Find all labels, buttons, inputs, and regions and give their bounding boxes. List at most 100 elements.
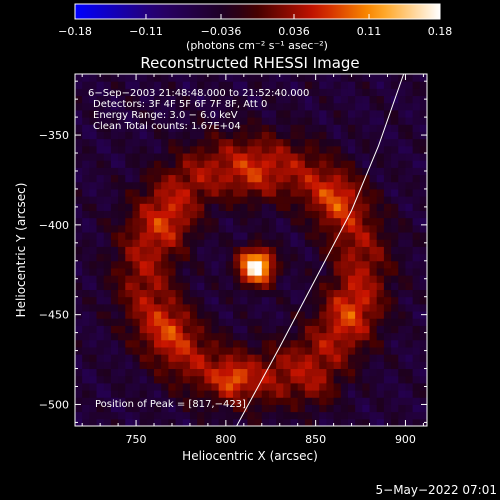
heatmap-cell: [312, 181, 320, 190]
heatmap-cell: [261, 397, 270, 405]
heatmap-cell: [268, 188, 277, 197]
heatmap-cell: [369, 188, 378, 197]
heatmap-cell: [240, 117, 248, 125]
heatmap-cell: [103, 289, 112, 298]
heatmap-cell: [268, 81, 277, 89]
heatmap-cell: [398, 368, 406, 377]
heatmap-cell: [297, 239, 306, 247]
heatmap-cell: [175, 81, 184, 89]
heatmap-cell: [247, 181, 256, 190]
heatmap-cell: [103, 303, 112, 312]
heatmap-cell: [161, 418, 169, 426]
heatmap-cell: [233, 196, 241, 204]
heatmap-cell: [82, 390, 90, 398]
heatmap-cell: [326, 289, 335, 298]
heatmap-cell: [118, 361, 126, 370]
heatmap-cell: [362, 210, 371, 219]
heatmap-cell: [96, 361, 105, 370]
heatmap-cell: [161, 303, 169, 312]
heatmap-cell: [312, 375, 320, 384]
heatmap-cell: [154, 232, 162, 240]
heatmap-cell: [383, 167, 392, 176]
heatmap-cell: [304, 145, 313, 154]
heatmap-cell: [146, 361, 155, 370]
heatmap-cell: [132, 131, 141, 140]
heatmap-cell: [204, 375, 212, 384]
heatmap-cell: [333, 224, 342, 233]
heatmap-cell: [211, 282, 220, 291]
heatmap-cell: [132, 217, 141, 226]
heatmap-cell: [103, 174, 112, 183]
heatmap-cell: [204, 188, 212, 197]
heatmap-cell: [96, 289, 105, 298]
heatmap-cell: [161, 375, 169, 384]
heatmap-cell: [110, 318, 119, 326]
heatmap-cell: [376, 224, 385, 233]
heatmap-cell: [333, 88, 342, 97]
heatmap-cell: [297, 196, 306, 204]
heatmap-cell: [82, 74, 90, 82]
heatmap-cell: [204, 382, 212, 391]
heatmap-cell: [132, 117, 141, 125]
heatmap-cell: [376, 382, 385, 391]
heatmap-cell: [125, 325, 133, 334]
heatmap-cell: [247, 117, 256, 125]
heatmap-cell: [240, 196, 248, 204]
heatmap-cell: [412, 109, 421, 118]
heatmap-cell: [355, 346, 363, 355]
heatmap-cell: [132, 109, 141, 118]
heatmap-cell: [110, 361, 119, 370]
heatmap-cell: [290, 95, 299, 104]
heatmap-cell: [168, 131, 177, 140]
heatmap-cell: [125, 239, 133, 247]
heatmap-cell: [391, 354, 399, 362]
heatmap-cell: [383, 275, 392, 283]
heatmap-cell: [412, 296, 421, 305]
heatmap-cell: [110, 181, 119, 190]
heatmap-cell: [204, 289, 212, 298]
heatmap-cell: [82, 318, 90, 326]
heatmap-cell: [376, 246, 385, 255]
heatmap-cell: [197, 382, 205, 391]
heatmap-cell: [154, 138, 162, 147]
heatmap-cell: [240, 181, 248, 190]
heatmap-cell: [297, 404, 306, 413]
heatmap-cell: [139, 174, 148, 183]
heatmap-cell: [161, 188, 169, 197]
heatmap-cell: [276, 303, 284, 312]
heatmap-cell: [75, 361, 83, 370]
heatmap-cell: [326, 397, 335, 405]
heatmap-cell: [268, 253, 277, 262]
heatmap-cell: [412, 253, 421, 262]
heatmap-cell: [211, 95, 220, 104]
heatmap-cell: [398, 325, 406, 334]
heatmap-cell: [204, 174, 212, 183]
heatmap-cell: [168, 153, 177, 161]
heatmap-cell: [333, 109, 342, 118]
heatmap-cell: [182, 354, 191, 362]
heatmap-cell: [290, 174, 299, 183]
heatmap-cell: [312, 188, 320, 197]
heatmap-cell: [89, 210, 98, 219]
heatmap-cell: [132, 260, 141, 269]
heatmap-cell: [268, 275, 277, 283]
heatmap-cell: [204, 282, 212, 291]
heatmap-cell: [276, 210, 284, 219]
heatmap-cell: [233, 239, 241, 247]
heatmap-cell: [254, 354, 263, 362]
heatmap-cell: [355, 246, 363, 255]
heatmap-cell: [96, 124, 105, 132]
heatmap-cell: [268, 196, 277, 204]
heatmap-cell: [254, 181, 263, 190]
heatmap-cell: [247, 282, 256, 291]
heatmap-cell: [89, 354, 98, 362]
heatmap-cell: [168, 81, 177, 89]
heatmap-cell: [139, 325, 148, 334]
heatmap-cell: [240, 224, 248, 233]
heatmap-cell: [383, 239, 392, 247]
heatmap-cell: [261, 117, 270, 125]
heatmap-cell: [118, 109, 126, 118]
heatmap-cell: [82, 368, 90, 377]
heatmap-cell: [125, 217, 133, 226]
heatmap-cell: [376, 74, 385, 82]
